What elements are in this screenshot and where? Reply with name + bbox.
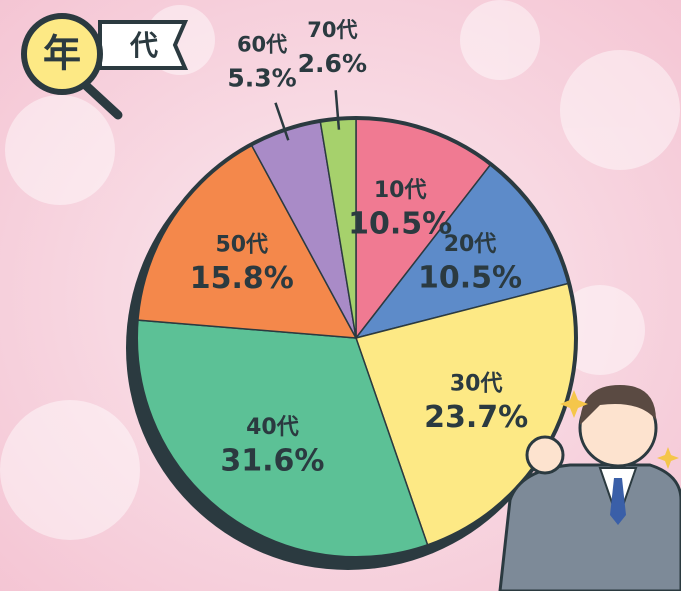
category-label: 60代 [237,33,287,57]
pie: 10代10.5%20代10.5%30代23.7%40代31.6%50代15.8%… [126,18,578,570]
category-label: 20代 [444,232,497,257]
category-label: 40代 [246,415,299,440]
character [498,385,681,591]
value-label: 31.6% [220,443,324,478]
value-label: 10.5% [418,261,522,296]
title-badge: 年 代 [21,13,189,120]
badge-text: 年 [43,32,81,76]
value-label: 15.8% [190,261,294,296]
leader-line [274,102,290,141]
category-label: 30代 [450,372,503,397]
pie-outline [134,116,578,560]
value-label: 10.5% [348,206,452,241]
value-label: 5.3% [227,64,296,93]
category-label: 50代 [215,232,268,257]
chart-title: 代 [129,29,158,62]
leader-line [334,90,341,130]
category-label: 70代 [307,18,357,42]
value-label: 2.6% [298,49,367,78]
category-label: 10代 [374,178,427,203]
value-label: 23.7% [424,400,528,435]
